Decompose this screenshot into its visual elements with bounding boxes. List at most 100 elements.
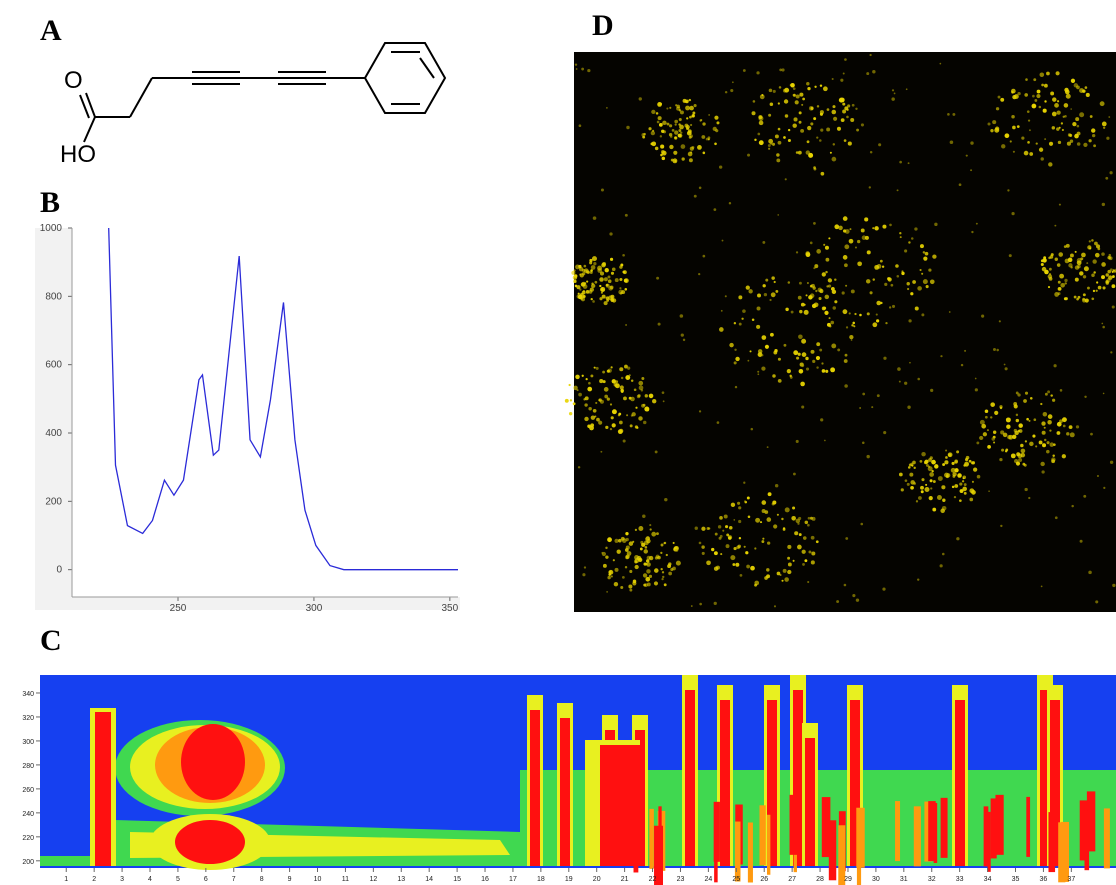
signal-dot xyxy=(907,162,910,165)
signal-dot xyxy=(593,366,596,369)
signal-dot xyxy=(942,498,946,502)
signal-dot xyxy=(826,285,829,288)
x-tick-label: 350 xyxy=(442,603,459,614)
signal-dot xyxy=(783,343,787,347)
signal-dot xyxy=(650,130,656,136)
signal-dot xyxy=(598,420,603,425)
signal-dot xyxy=(992,430,997,434)
signal-dot xyxy=(1102,325,1105,329)
signal-dot xyxy=(644,583,648,588)
signal-dot xyxy=(784,507,790,513)
signal-dot xyxy=(602,563,607,568)
signal-dot xyxy=(1027,119,1031,122)
signal-dot xyxy=(804,520,809,525)
signal-dot xyxy=(639,547,643,551)
signal-dot xyxy=(954,460,958,464)
signal-dot xyxy=(702,151,706,155)
signal-dot xyxy=(787,128,791,132)
signal-dot xyxy=(1028,496,1031,500)
signal-dot xyxy=(820,128,824,132)
signal-dot xyxy=(584,403,588,407)
signal-dot xyxy=(624,364,628,369)
signal-dot xyxy=(1076,258,1082,263)
signal-dot xyxy=(947,113,950,116)
signal-dot xyxy=(660,153,663,157)
signal-dot xyxy=(969,497,974,502)
signal-dot xyxy=(832,105,836,109)
signal-dot xyxy=(1083,142,1088,147)
signal-dot xyxy=(575,264,580,270)
signal-dot xyxy=(1054,224,1057,227)
signal-dot xyxy=(738,506,742,510)
signal-dot xyxy=(640,540,644,544)
signal-dot xyxy=(1079,539,1083,543)
signal-dot xyxy=(1113,270,1116,273)
signal-dot xyxy=(591,256,597,262)
signal-dot xyxy=(876,300,882,306)
signal-dot xyxy=(1033,418,1037,422)
signal-dot xyxy=(1090,432,1093,436)
signal-dot xyxy=(751,318,755,322)
signal-dot xyxy=(768,113,772,117)
signal-dot xyxy=(656,276,660,280)
signal-dot xyxy=(745,285,750,290)
signal-dot xyxy=(824,310,829,316)
signal-dot xyxy=(1024,93,1029,97)
signal-dot xyxy=(831,77,834,81)
signal-dot xyxy=(813,117,817,121)
signal-dot xyxy=(625,545,630,550)
x-tick-label: 18 xyxy=(537,876,545,883)
signal-dot xyxy=(609,232,613,236)
signal-dot xyxy=(800,302,805,307)
signal-dot xyxy=(948,311,951,313)
signal-dot xyxy=(1040,259,1044,263)
signal-dot xyxy=(577,292,580,295)
signal-dot xyxy=(1038,147,1044,152)
signal-dot xyxy=(939,62,942,65)
signal-dot xyxy=(1043,83,1048,88)
signal-dot xyxy=(1032,94,1035,98)
signal-dot xyxy=(872,322,878,328)
heat-column xyxy=(895,801,901,862)
signal-dot xyxy=(1010,453,1016,459)
signal-dot xyxy=(1073,295,1077,299)
x-tick-label: 12 xyxy=(369,876,377,883)
signal-dot xyxy=(807,580,810,584)
signal-dot xyxy=(742,69,746,72)
signal-dot xyxy=(583,264,587,268)
signal-dot xyxy=(1034,99,1038,102)
signal-dot xyxy=(838,97,844,103)
signal-dot xyxy=(568,412,573,416)
signal-dot xyxy=(1068,425,1073,430)
signal-dot xyxy=(619,265,623,269)
signal-dot xyxy=(898,472,903,477)
signal-dot xyxy=(1094,252,1100,258)
signal-dot xyxy=(661,571,665,574)
signal-dot xyxy=(1057,286,1062,291)
signal-dot xyxy=(919,268,922,272)
signal-dot xyxy=(868,186,871,189)
signal-dot xyxy=(610,575,613,578)
signal-dot xyxy=(918,496,922,500)
signal-dot xyxy=(973,467,978,472)
signal-dot xyxy=(584,416,589,422)
signal-dot xyxy=(798,111,802,115)
signal-dot xyxy=(777,214,780,216)
signal-dot xyxy=(618,538,622,543)
signal-dot xyxy=(629,569,633,574)
signal-dot xyxy=(1096,474,1099,478)
signal-dot xyxy=(605,425,609,429)
signal-dot xyxy=(733,361,737,365)
signal-dot xyxy=(792,87,796,90)
signal-dot xyxy=(825,369,829,373)
signal-dot xyxy=(794,100,799,105)
heat-column xyxy=(649,808,654,869)
signal-dot xyxy=(654,450,658,454)
signal-dot xyxy=(761,500,767,505)
signal-dot xyxy=(782,568,787,573)
signal-dot xyxy=(1079,271,1084,276)
signal-dot xyxy=(1101,121,1107,127)
signal-dot xyxy=(1017,393,1021,397)
signal-dot xyxy=(575,374,580,380)
x-tick-label: 11 xyxy=(342,876,349,883)
